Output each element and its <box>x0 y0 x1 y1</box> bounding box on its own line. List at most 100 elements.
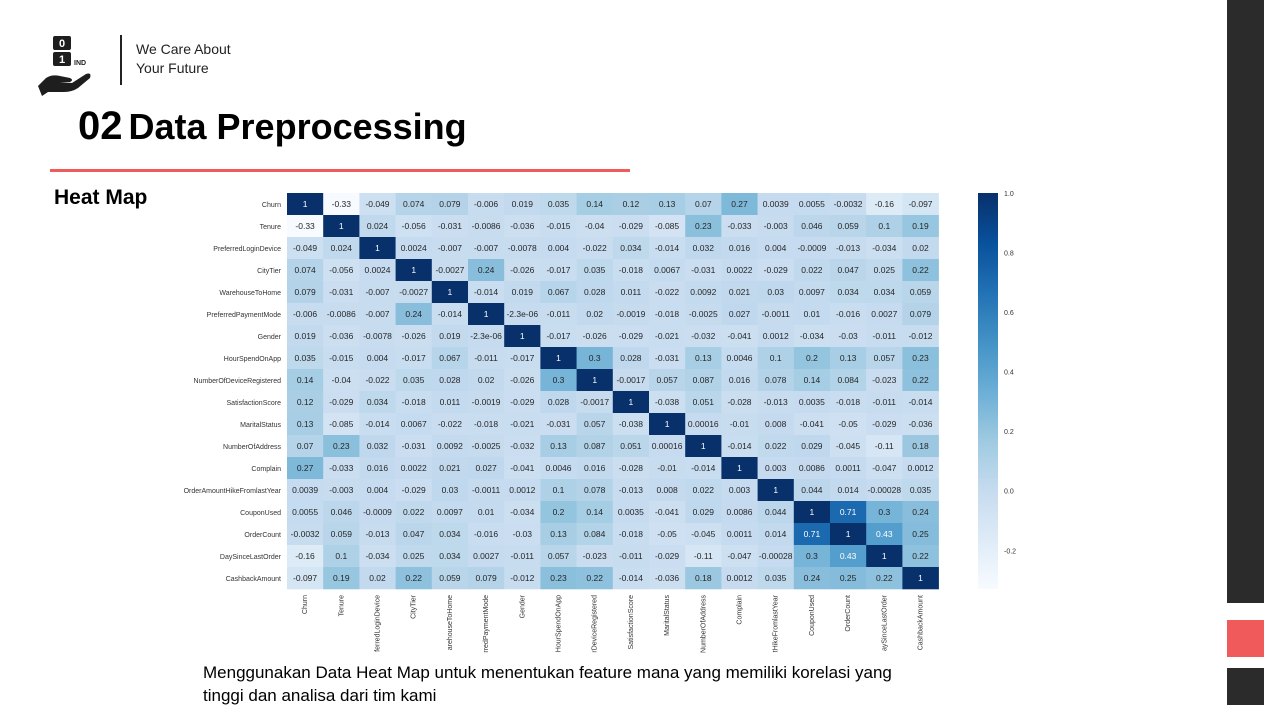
heatmap-cell-label: 0.0067 <box>401 419 427 429</box>
heatmap-cell-label: -0.16 <box>295 551 315 561</box>
heatmap-cell-label: 0.019 <box>512 199 534 209</box>
heatmap-cell-label: -0.014 <box>727 441 751 451</box>
heatmap-cell-label: 0.019 <box>294 331 316 341</box>
heatmap-cell <box>721 501 758 524</box>
heatmap-cell-label: 0.078 <box>765 375 787 385</box>
heatmap-cell-label: 0.028 <box>548 397 570 407</box>
heatmap-cell <box>902 391 939 414</box>
heatmap-cell-label: 0.022 <box>765 441 787 451</box>
heatmap-cell-label: -0.026 <box>510 375 534 385</box>
heatmap-cell <box>431 325 469 348</box>
heatmap-cell <box>685 259 722 282</box>
heatmap-cell-label: 0.71 <box>840 507 857 517</box>
heatmap-cell <box>504 567 541 590</box>
heatmap-cell-label: -0.0019 <box>472 397 501 407</box>
heatmap-cell <box>685 545 722 568</box>
heatmap-cell <box>685 567 722 590</box>
heatmap-cell-label: -0.097 <box>908 199 932 209</box>
sidebar-dark-square <box>1227 668 1264 705</box>
heatmap-cell <box>576 259 614 282</box>
heatmap-cell <box>902 347 939 370</box>
heatmap-cell <box>359 237 396 260</box>
x-tick-label: CouponUsed <box>809 595 816 636</box>
heatmap-cell-label: 0.07 <box>297 441 314 451</box>
heatmap-cell <box>323 545 360 568</box>
heatmap-cell-label: -0.049 <box>365 199 389 209</box>
heatmap-cell <box>685 391 722 414</box>
heatmap-cell-label: -0.029 <box>764 265 788 275</box>
heatmap-cell <box>287 567 324 590</box>
heatmap-cell-label: -0.011 <box>511 551 535 561</box>
heatmap-cell <box>395 347 433 370</box>
heatmap-cell <box>757 237 795 260</box>
heatmap-cell-label: -0.015 <box>329 353 353 363</box>
heatmap-cell <box>685 435 722 458</box>
heatmap-cell <box>757 435 795 458</box>
heatmap-cell <box>540 501 577 524</box>
heatmap-cell <box>902 303 939 326</box>
heatmap-cell-label: -0.012 <box>908 331 932 341</box>
heatmap-cell <box>721 259 758 282</box>
heatmap-cell-label: 1 <box>520 331 525 341</box>
heatmap-cell-label: -0.022 <box>438 419 462 429</box>
heatmap-cell-label: 0.3 <box>806 551 818 561</box>
heatmap-cell <box>793 501 831 524</box>
heatmap-cell <box>323 259 360 282</box>
heatmap-cell <box>576 567 614 590</box>
heatmap-cell <box>287 435 324 458</box>
heatmap-cell <box>757 391 795 414</box>
heatmap-cell-label: -0.011 <box>873 397 897 407</box>
heatmap-cell-label: 0.24 <box>478 265 495 275</box>
heatmap-cell <box>359 457 396 480</box>
heatmap-cell <box>902 545 939 568</box>
heatmap-cell-label: 0.032 <box>367 441 389 451</box>
heatmap-cell-label: 0.0024 <box>401 243 427 253</box>
heatmap-cell-label: 0.021 <box>729 287 751 297</box>
heatmap-cell-label: -0.034 <box>365 551 389 561</box>
heatmap-cell-label: 0.22 <box>586 573 603 583</box>
heatmap-cell-label: 0.14 <box>804 375 821 385</box>
heatmap-cell-label: 0.0012 <box>509 485 535 495</box>
heatmap-cell-label: -0.021 <box>655 331 679 341</box>
heatmap-cell-label: 0.011 <box>440 397 461 407</box>
heatmap-cell <box>830 303 867 326</box>
x-tick-label: aySinceLastOrder <box>881 594 888 651</box>
heatmap-cell-label: 0.0024 <box>365 265 391 275</box>
heatmap-cell-label: -0.013 <box>836 243 860 253</box>
heatmap-cell <box>431 545 469 568</box>
heatmap-cell-label: -0.036 <box>510 221 534 231</box>
heatmap-cell <box>830 567 867 590</box>
heatmap-cell-label: 0.078 <box>584 485 606 495</box>
heatmap-cell <box>902 567 939 590</box>
heatmap-cell-label: 0.0092 <box>690 287 716 297</box>
heatmap-cell <box>576 325 614 348</box>
heatmap-cell <box>902 281 939 304</box>
heatmap-cell <box>468 413 505 436</box>
heatmap-cell <box>902 479 939 502</box>
heatmap-cell-label: -0.028 <box>727 397 751 407</box>
heatmap-cell-label: -0.0027 <box>399 287 428 297</box>
heatmap-cell-label: 1 <box>592 375 597 385</box>
heatmap-cell-label: 0.008 <box>765 419 787 429</box>
x-tick-label: tHikeFromlastYear <box>773 594 780 652</box>
y-tick-label: PreferredLoginDevice <box>213 246 281 253</box>
y-tick-label: HourSpendOnApp <box>224 356 281 363</box>
y-tick-label: CouponUsed <box>240 510 281 517</box>
heatmap-cell <box>866 391 903 414</box>
heatmap-cell <box>468 545 505 568</box>
heatmap-cell <box>757 215 795 238</box>
heatmap-cell <box>866 193 903 216</box>
heatmap-cell <box>468 369 505 392</box>
heatmap-cell-label: 0.13 <box>695 353 712 363</box>
heatmap-cell-label: 0.051 <box>693 397 715 407</box>
heatmap-cell <box>757 545 795 568</box>
heatmap-cell <box>793 523 831 546</box>
heatmap-cell-label: -0.04 <box>332 375 352 385</box>
heatmap-cell <box>721 325 758 348</box>
heatmap-cell <box>866 545 903 568</box>
heatmap-cell-label: -0.018 <box>619 529 643 539</box>
heatmap-cell <box>359 215 396 238</box>
heatmap-cell <box>902 259 939 282</box>
heatmap-cell <box>649 237 686 260</box>
heatmap-cell <box>649 435 686 458</box>
